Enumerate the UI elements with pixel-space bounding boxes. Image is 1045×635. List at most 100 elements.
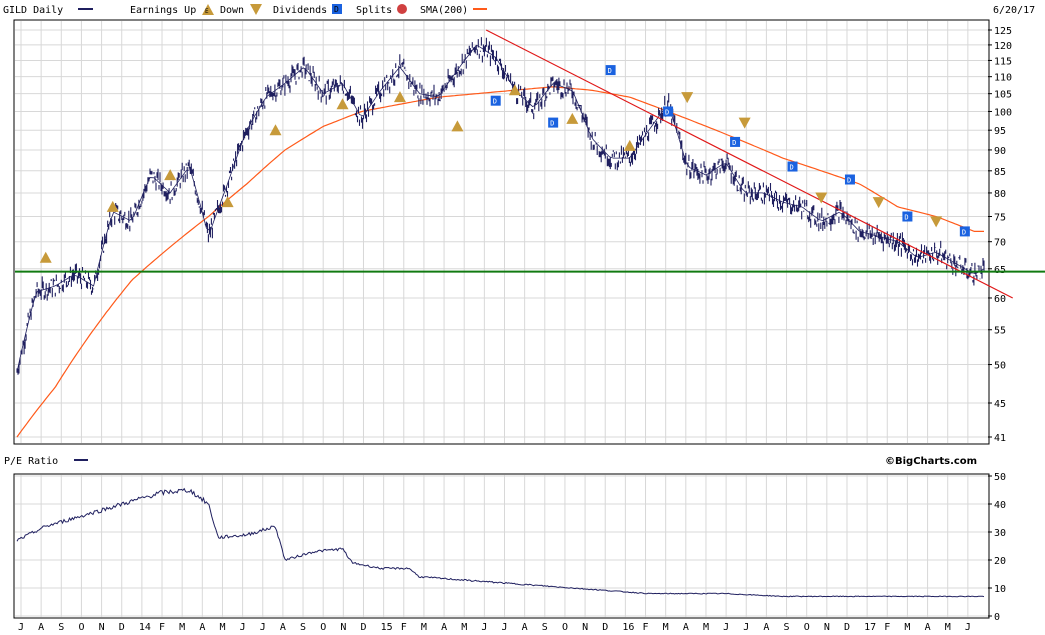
sma-line xyxy=(16,86,984,438)
x-tick-label: M xyxy=(421,622,427,633)
price-panel-border xyxy=(13,19,990,445)
x-tick-label: 14 xyxy=(139,622,151,633)
dividend-marker xyxy=(902,211,913,222)
earnings-up-marker xyxy=(336,98,349,110)
x-tick-label: A xyxy=(441,622,447,633)
x-tick-label: S xyxy=(784,622,790,633)
x-tick-label: M xyxy=(219,622,225,633)
dividend-marker xyxy=(663,106,674,117)
x-tick-label: J xyxy=(965,622,971,633)
x-tick-label: J xyxy=(260,622,266,633)
splits-label: Splits xyxy=(356,5,392,16)
pe-grid xyxy=(15,475,988,617)
x-tick-label: F xyxy=(159,622,165,633)
x-tick-label: 16 xyxy=(622,622,634,633)
earnings-up-marker xyxy=(164,169,177,181)
price-line xyxy=(16,44,985,372)
pe-y-tick-label: 0 xyxy=(994,612,1000,623)
earnings-up-label: Earnings Up xyxy=(130,5,196,16)
earnings-up-marker xyxy=(269,124,282,136)
price-y-tick-label: 50 xyxy=(994,361,1006,372)
event-markers: D D D D D D D D D xyxy=(39,65,970,263)
x-tick-label: M xyxy=(179,622,185,633)
price-y-axis: 41 45 50 55 60 65 70 75 80 85 90 95 100 105 110 115 120 1… xyxy=(988,26,1012,444)
price-y-tick-label: 120 xyxy=(994,41,1012,52)
x-tick-label: A xyxy=(38,622,44,633)
down-label: Down xyxy=(220,5,244,16)
legend-header: GILD Daily Earnings Up E Down Dividends … xyxy=(3,4,1035,16)
price-y-tick-label: 100 xyxy=(994,107,1012,118)
pe-panel-border xyxy=(13,473,990,619)
earnings-up-marker xyxy=(39,251,52,263)
x-tick-label: J xyxy=(502,622,508,633)
x-tick-label: N xyxy=(99,622,105,633)
dividend-marker-label: D xyxy=(962,228,966,236)
earnings-down-marker xyxy=(872,197,885,209)
x-tick-label: M xyxy=(663,622,669,633)
pe-y-tick-label: 50 xyxy=(994,472,1006,483)
price-y-tick-label: 110 xyxy=(994,73,1012,84)
dividend-marker xyxy=(490,95,501,106)
x-tick-label: S xyxy=(300,622,306,633)
price-y-tick-label: 85 xyxy=(994,167,1006,178)
x-tick-label: M xyxy=(703,622,709,633)
svg-text:E: E xyxy=(205,8,209,15)
split-icon xyxy=(397,4,407,14)
price-y-tick-label: 45 xyxy=(994,399,1006,410)
x-tick-label: J xyxy=(18,622,24,633)
price-y-tick-label: 75 xyxy=(994,213,1006,224)
pe-series xyxy=(16,487,985,598)
x-tick-label: N xyxy=(340,622,346,633)
dividend-marker xyxy=(605,65,616,76)
x-tick-label: F xyxy=(643,622,649,633)
price-y-tick-label: 125 xyxy=(994,26,1012,37)
x-tick-label: S xyxy=(542,622,548,633)
price-y-tick-label: 41 xyxy=(994,433,1006,444)
earnings-up-marker xyxy=(623,139,636,151)
dividend-marker xyxy=(787,161,798,172)
x-tick-label: D xyxy=(119,622,125,633)
earnings-up-icon: E xyxy=(202,4,214,15)
pe-y-tick-label: 10 xyxy=(994,584,1006,595)
x-tick-label: J xyxy=(743,622,749,633)
x-tick-label: 15 xyxy=(381,622,393,633)
dividend-marker-label: D xyxy=(790,164,794,172)
x-tick-label: A xyxy=(199,622,205,633)
pe-y-tick-label: 30 xyxy=(994,528,1006,539)
x-tick-label: N xyxy=(824,622,830,633)
x-tick-label: D xyxy=(844,622,850,633)
x-tick-label: O xyxy=(562,622,568,633)
dividend-marker-label: D xyxy=(608,67,612,75)
sma-label: SMA(200) xyxy=(420,5,468,16)
earnings-up-marker xyxy=(106,200,119,212)
x-tick-label: O xyxy=(78,622,84,633)
price-y-tick-label: 70 xyxy=(994,238,1006,249)
dividend-marker xyxy=(844,174,855,185)
x-tick-label: M xyxy=(904,622,910,633)
x-tick-label: F xyxy=(401,622,407,633)
pe-y-tick-label: 20 xyxy=(994,556,1006,567)
x-tick-label: M xyxy=(461,622,467,633)
earnings-up-marker xyxy=(393,91,406,103)
x-tick-label: A xyxy=(763,622,769,633)
price-y-tick-label: 95 xyxy=(994,126,1006,137)
pe-y-axis: 0 10 20 30 40 50 xyxy=(988,472,1006,623)
earnings-up-marker xyxy=(451,120,464,132)
dividend-marker-label: D xyxy=(847,177,851,185)
dividend-marker xyxy=(730,136,741,147)
price-y-tick-label: 60 xyxy=(994,294,1006,305)
x-tick-label: O xyxy=(320,622,326,633)
pe-y-tick-label: 40 xyxy=(994,500,1006,511)
price-y-tick-label: 90 xyxy=(994,146,1006,157)
x-tick-label: A xyxy=(925,622,931,633)
ticker-label: GILD Daily xyxy=(3,5,63,16)
bigcharts-credit: ©BigCharts.com xyxy=(885,456,977,467)
x-tick-label: 17 xyxy=(864,622,876,633)
dividend-marker-label: D xyxy=(732,139,736,147)
earnings-down-marker xyxy=(930,216,943,228)
earnings-down-icon xyxy=(250,4,262,15)
x-tick-label: J xyxy=(723,622,729,633)
x-tick-label: A xyxy=(683,622,689,633)
dividend-marker-label: D xyxy=(904,214,908,222)
